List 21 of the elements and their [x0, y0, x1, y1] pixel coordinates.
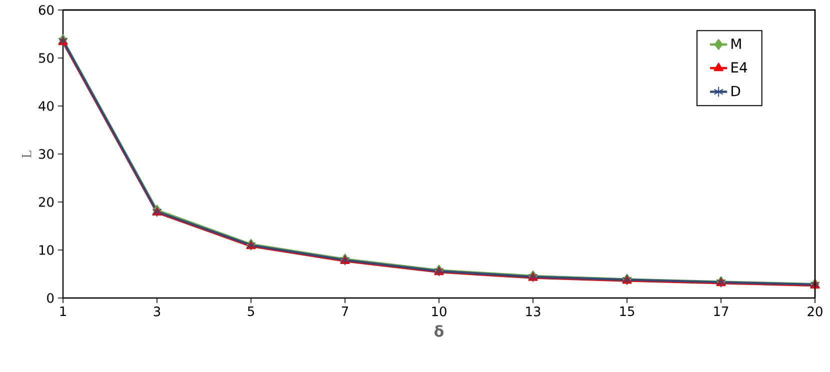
- x-tick-label: 1: [60, 306, 66, 316]
- legend-label: E4: [732, 62, 748, 72]
- legend-label: M: [732, 38, 741, 49]
- y-axis-title: L: [22, 150, 32, 158]
- x-tick-label: 13: [526, 306, 540, 316]
- y-tick-label: 40: [38, 101, 54, 111]
- y-tick-label: 10: [39, 245, 54, 255]
- x-tick-label: 3: [154, 306, 160, 316]
- x-tick-label: 17: [714, 306, 728, 316]
- legend-label: D: [732, 86, 740, 96]
- x-axis-title: δ: [434, 325, 444, 337]
- y-tick-label: 20: [38, 197, 54, 207]
- x-tick-label: 7: [342, 306, 348, 316]
- x-tick-label: 20: [808, 306, 822, 316]
- y-tick-label: 0: [47, 293, 54, 303]
- y-tick-label: 50: [39, 53, 54, 63]
- y-tick-label: 30: [38, 149, 54, 159]
- x-tick-label: 15: [620, 306, 634, 316]
- x-tick-label: 5: [248, 306, 254, 316]
- x-tick-label: 10: [432, 306, 446, 316]
- y-tick-label: 60: [38, 5, 54, 15]
